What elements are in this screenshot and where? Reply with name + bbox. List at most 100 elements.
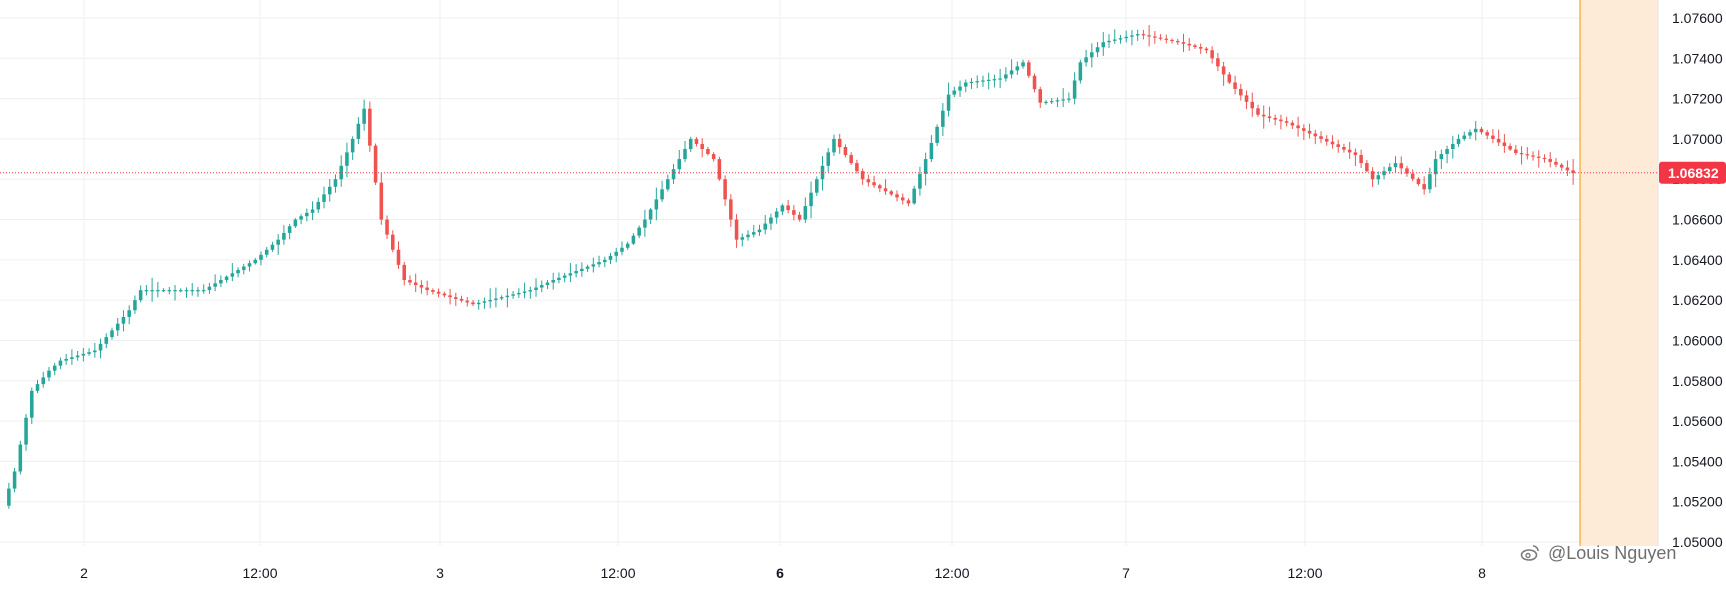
candle — [1388, 163, 1392, 174]
candle-body-up — [87, 352, 91, 354]
candle-body-down — [700, 143, 704, 149]
candle — [906, 198, 911, 207]
candle-body-up — [110, 330, 114, 338]
candle-body-up — [104, 337, 109, 344]
candle-body-up — [327, 186, 332, 195]
candle — [1273, 114, 1277, 126]
candle-body-up — [1393, 163, 1398, 168]
candle-body-up — [1055, 100, 1060, 102]
candle — [986, 72, 991, 90]
candle — [1491, 129, 1495, 144]
candle — [671, 163, 676, 185]
candle — [912, 185, 916, 205]
candle-body-down — [448, 295, 452, 298]
candle-body-up — [287, 226, 292, 233]
candle-body-down — [1239, 88, 1243, 96]
grid-lines — [0, 0, 1658, 546]
candle — [242, 263, 246, 275]
candle-body-up — [1382, 171, 1386, 176]
last-price-label: 1.06832 — [1668, 165, 1719, 181]
candle — [259, 251, 263, 266]
candle-body-up — [522, 291, 527, 293]
candle-body-up — [190, 290, 194, 292]
candle — [1084, 50, 1088, 67]
candle — [1565, 160, 1570, 176]
candle — [1239, 83, 1243, 101]
candle-body-up — [184, 290, 189, 292]
time-tick-label: 7 — [1122, 565, 1130, 581]
candle-body-up — [138, 290, 143, 301]
candle — [539, 280, 544, 293]
candle-body-up — [7, 488, 11, 506]
candle-body-down — [1313, 133, 1318, 137]
candle-body-up — [224, 276, 229, 280]
candle — [918, 166, 922, 196]
weibo-icon — [1520, 545, 1539, 561]
price-axis[interactable]: 1.076001.074001.072001.070001.068001.066… — [1657, 0, 1723, 550]
candle — [316, 197, 321, 213]
candle — [390, 230, 395, 253]
candle-body-down — [1267, 116, 1272, 118]
candle-body-up — [683, 149, 687, 160]
candle — [121, 310, 126, 332]
time-tick-label: 12:00 — [934, 565, 969, 581]
candle-body-down — [1491, 135, 1495, 139]
candle-body-down — [471, 302, 475, 305]
candle-body-up — [264, 249, 269, 255]
candle — [666, 174, 670, 192]
candle-body-down — [1479, 128, 1484, 133]
candle-body-up — [946, 94, 951, 111]
candle — [1473, 120, 1478, 141]
candle-body-down — [1284, 121, 1289, 123]
candle-body-down — [694, 138, 699, 144]
candle — [545, 279, 550, 290]
candle — [660, 180, 664, 203]
candle-body-down — [1210, 50, 1214, 59]
watermark-text: @Louis Nguyen — [1548, 542, 1677, 563]
candle — [923, 152, 928, 186]
candle-body-down — [408, 280, 412, 283]
candle-body-up — [923, 159, 928, 174]
candle — [963, 79, 968, 93]
candle — [1542, 154, 1547, 163]
candle — [1479, 126, 1484, 135]
candle-body-up — [826, 152, 831, 166]
time-axis[interactable]: 2 12:00 3 12:00 6 12:00 7 12:00 8 — [80, 565, 1486, 581]
candle-body-down — [1542, 157, 1547, 160]
candle-body-down — [878, 185, 882, 189]
candle-body-up — [941, 110, 945, 127]
candle-body-up — [127, 310, 131, 317]
candle-body-up — [1445, 149, 1449, 155]
candle — [1164, 34, 1169, 44]
candle — [1078, 59, 1083, 84]
candle-body-up — [316, 201, 321, 210]
candle — [184, 287, 189, 298]
candle-body-up — [740, 237, 745, 240]
candle-body-up — [1456, 138, 1461, 144]
candle-body-down — [1399, 163, 1404, 169]
candle-body-down — [706, 149, 710, 155]
candle — [1038, 86, 1043, 108]
candle — [156, 282, 160, 298]
candle — [287, 223, 292, 240]
candle — [138, 285, 143, 303]
candle-body-up — [247, 263, 252, 267]
candle — [127, 305, 131, 325]
candle — [236, 267, 240, 278]
candle — [219, 275, 223, 287]
candle-body-up — [58, 360, 63, 366]
candle-body-down — [1502, 142, 1507, 146]
candle-body-up — [310, 209, 315, 213]
candle — [562, 272, 567, 283]
candle — [958, 80, 962, 97]
price-tick-label: 1.07200 — [1672, 91, 1723, 107]
candle — [247, 260, 252, 272]
candle-body-up — [1044, 101, 1048, 104]
price-tick-label: 1.05200 — [1672, 494, 1723, 510]
candle — [93, 343, 97, 358]
candle — [1141, 29, 1146, 40]
candle — [1193, 43, 1197, 49]
candle-body-up — [780, 205, 785, 212]
